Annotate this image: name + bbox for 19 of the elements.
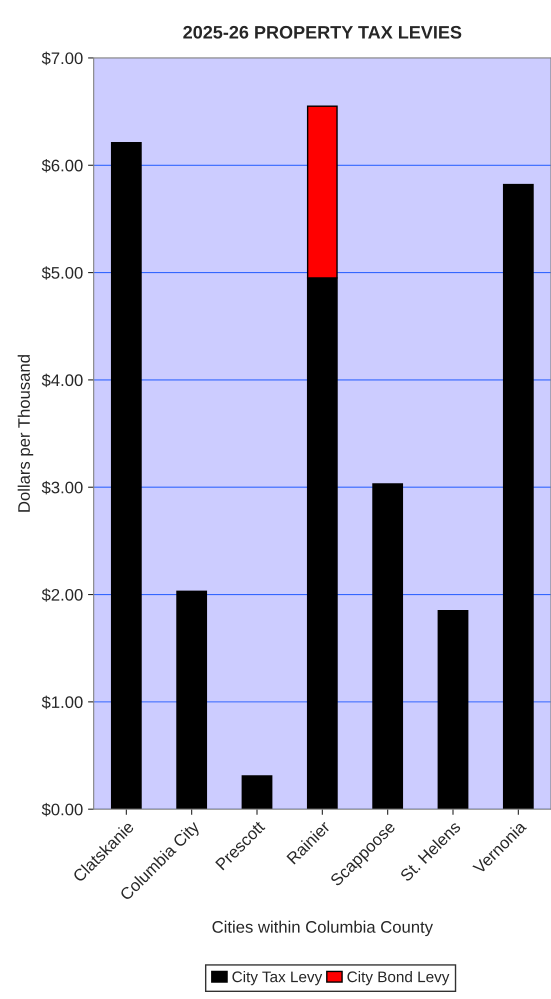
y-tick-label: $2.00 [42,588,83,602]
legend-label: City Bond Levy [347,971,450,986]
y-tick-label: $6.00 [42,158,83,172]
y-axis-title: Dollars per Thousand [18,355,34,512]
bar [502,184,534,810]
bar [242,775,272,810]
bar [110,142,142,810]
y-tick-label: $1.00 [42,696,83,710]
y-tick-label: $3.00 [42,480,83,494]
y-tick-label: $0.00 [42,802,83,816]
y-tick-label: $5.00 [42,266,83,280]
y-tick-label: $4.00 [42,374,83,388]
bar [176,590,208,810]
legend-label: City Tax Levy [232,971,322,986]
x-axis-title: Cities within Columbia County [212,920,433,936]
bar [372,483,404,810]
bar [438,610,468,810]
y-tick-label: $7.00 [42,52,83,66]
chart-title: 2025-26 PROPERTY TAX LEVIES [183,26,462,39]
